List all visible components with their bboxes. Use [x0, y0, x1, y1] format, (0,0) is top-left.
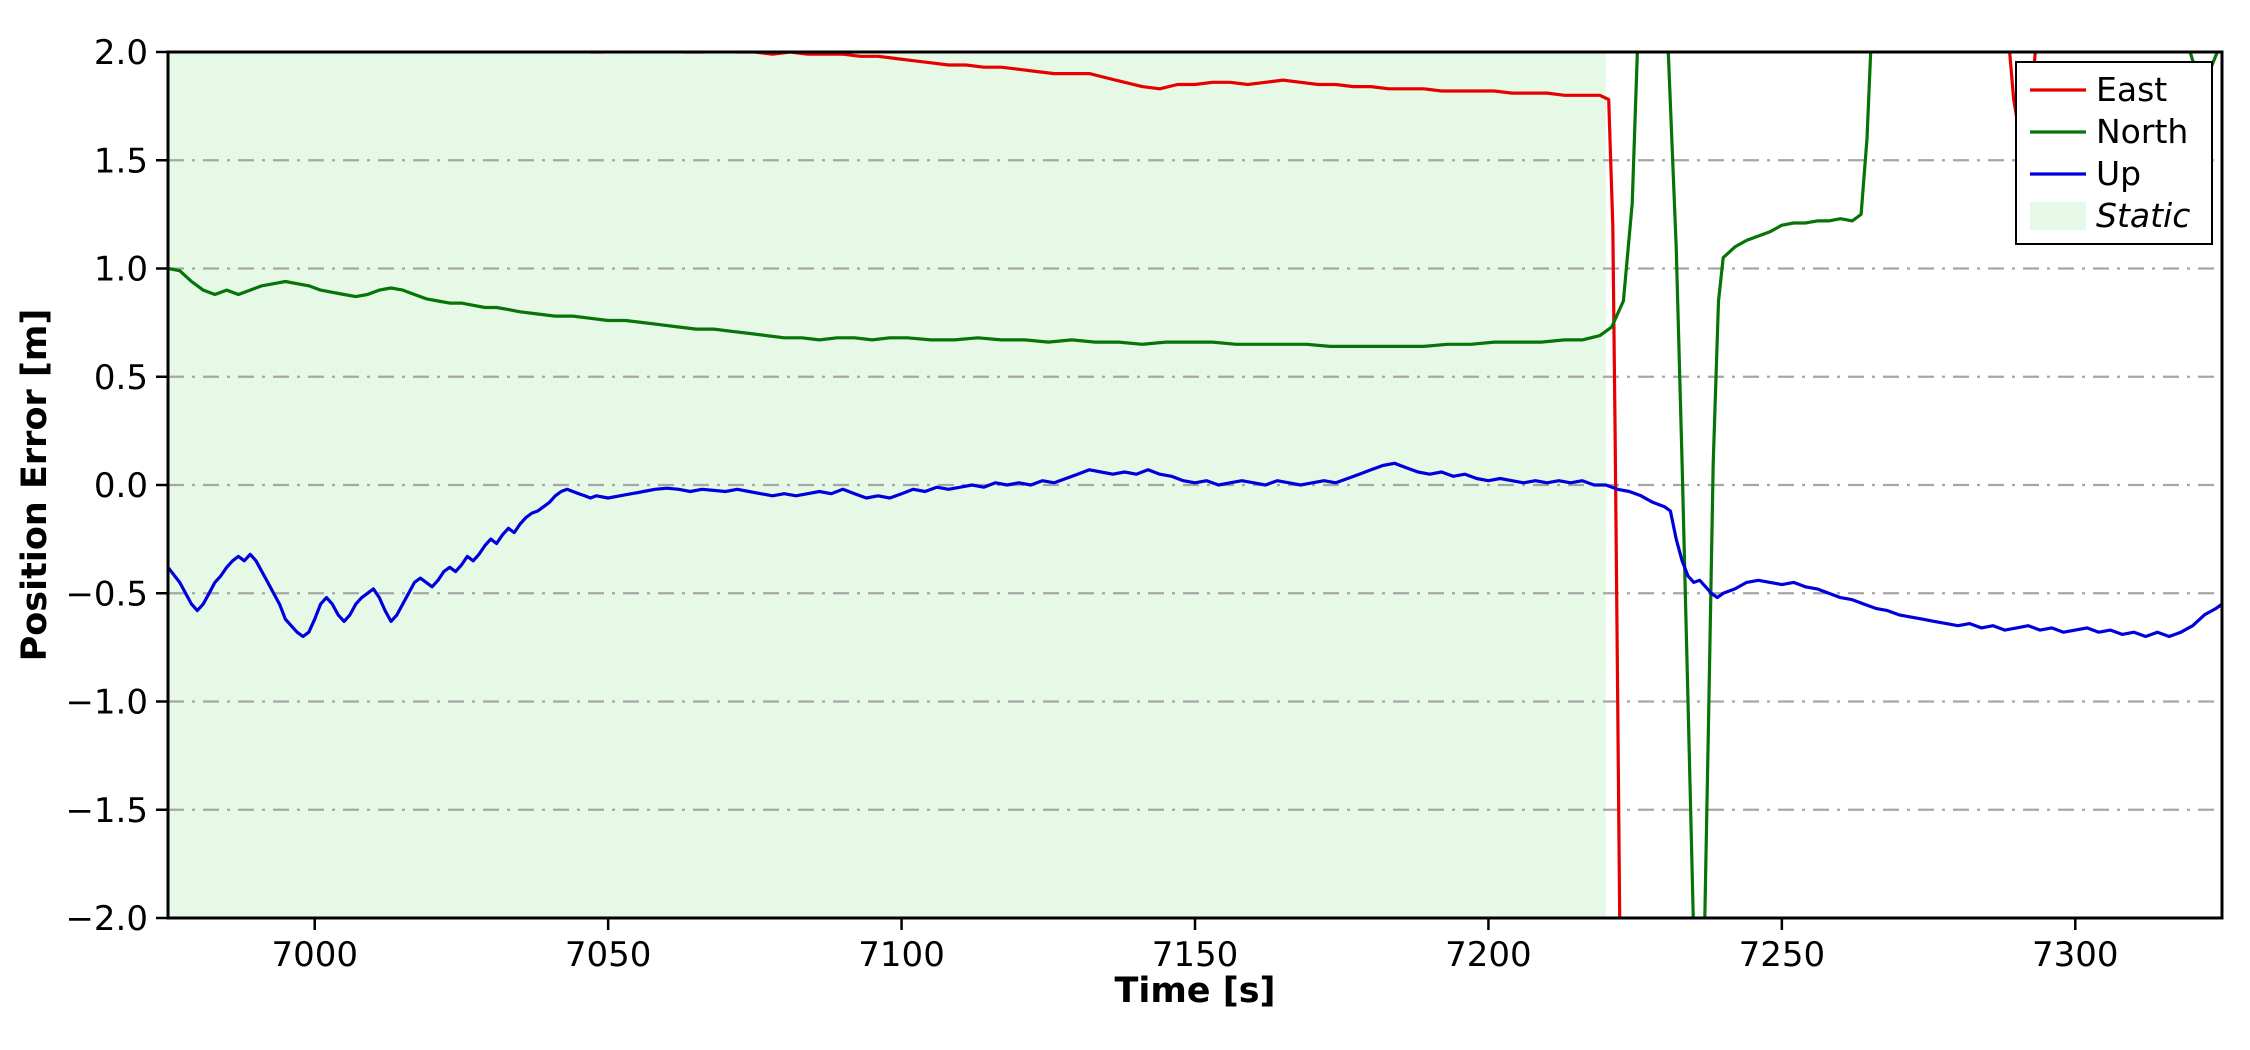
series-north-line	[168, 52, 1639, 348]
y-tick-label: 1.0	[94, 250, 148, 290]
legend-static-label: Static	[2096, 196, 2190, 235]
gridlines	[168, 159, 2222, 811]
series-north-line	[1703, 52, 1873, 918]
y-tick-label: 0.0	[94, 466, 148, 506]
y-tick-label: −0.5	[65, 574, 148, 614]
x-tick-label: 7000	[271, 935, 358, 975]
legend-up-label: Up	[2096, 154, 2141, 193]
y-tick-label: 2.0	[94, 33, 148, 73]
legend-east-label: East	[2096, 70, 2167, 109]
legend-north-label: North	[2096, 112, 2188, 151]
x-tick-label: 7250	[1739, 935, 1826, 975]
x-tick-label: 7050	[565, 935, 652, 975]
series-up-line	[168, 461, 2222, 639]
x-axis-label: Time [s]	[1114, 971, 1275, 1011]
x-tick-label: 7300	[2032, 935, 2119, 975]
x-tick-label: 7150	[1152, 935, 1239, 975]
x-tick-label: 7100	[858, 935, 945, 975]
y-axis: −2.0 −1.5 −1.0 −0.5 0.0 0.5 1.0 1.5 2.0	[65, 33, 168, 939]
series-east-line	[585, 52, 1622, 918]
legend-static-patch-sample	[2030, 202, 2086, 230]
y-tick-label: −1.0	[65, 683, 148, 723]
y-tick-label: −2.0	[65, 899, 148, 939]
y-axis-label: Position Error [m]	[15, 309, 55, 662]
legend-entry-up: Up	[2030, 154, 2141, 193]
legend-entry-north: North	[2030, 112, 2188, 151]
x-tick-label: 7200	[1445, 935, 1532, 975]
y-tick-label: −1.5	[65, 791, 148, 831]
x-axis: 7000 7050 7100 7150 7200 7250 7300	[271, 918, 2119, 975]
series-north-line	[1666, 52, 1695, 918]
y-tick-label: 0.5	[94, 358, 148, 398]
legend-entry-east: East	[2030, 70, 2167, 109]
y-tick-label: 1.5	[94, 141, 148, 181]
legend-entry-static: Static	[2030, 196, 2190, 235]
